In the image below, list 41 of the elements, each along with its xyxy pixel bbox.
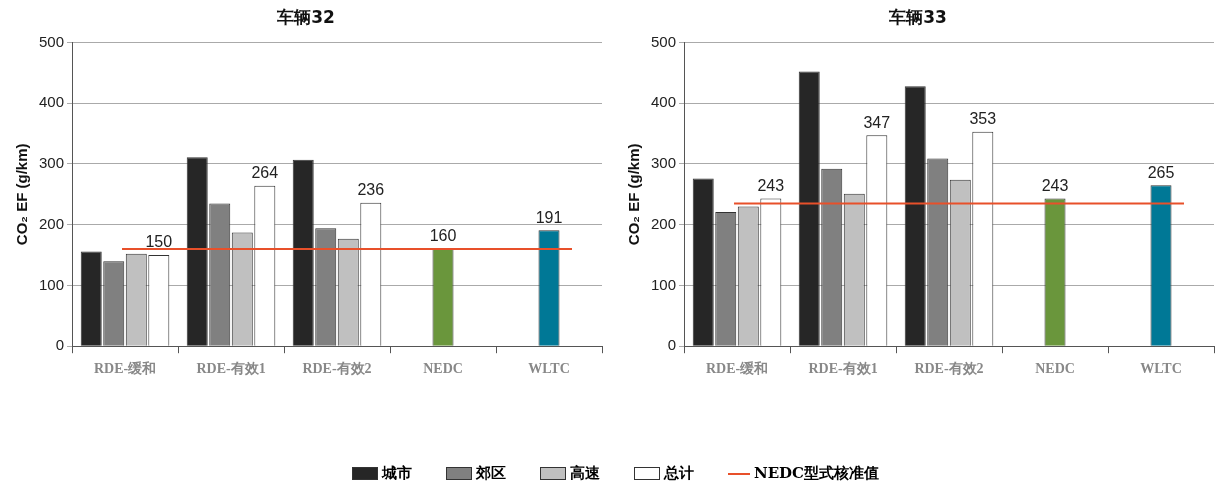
y-tick-label: 200 <box>651 214 677 232</box>
data-label: 191 <box>535 208 563 226</box>
data-label: 150 <box>145 233 173 251</box>
legend-label: 高速 <box>569 464 600 483</box>
x-tick-label: RDE-有效2 <box>914 361 984 377</box>
data-label: 264 <box>251 164 279 182</box>
x-tick-label: RDE-缓和 <box>705 361 769 377</box>
y-axis-title: CO₂ EF (g/km) <box>625 143 643 246</box>
x-tick-label: NEDC <box>423 361 463 377</box>
legend-label: NEDC型式核准值 <box>753 464 880 483</box>
y-tick-label: 500 <box>651 32 677 50</box>
data-label: 160 <box>429 227 457 245</box>
y-axis-title: CO₂ EF (g/km) <box>13 143 31 246</box>
x-tick-label: WLTC <box>528 361 570 377</box>
legend-label: 总计 <box>663 464 694 483</box>
data-label: 236 <box>357 181 385 199</box>
y-tick-label: 400 <box>651 93 677 111</box>
y-tick-label: 0 <box>667 336 677 354</box>
x-tick-label: RDE-有效2 <box>302 361 372 377</box>
data-label: 353 <box>969 110 997 128</box>
legend-label: 城市 <box>381 464 412 483</box>
y-tick-label: 100 <box>651 275 677 293</box>
data-label: 347 <box>863 113 891 131</box>
chart-title: 车辆32 <box>276 6 335 27</box>
x-tick-label: RDE-缓和 <box>93 361 157 377</box>
x-tick-label: WLTC <box>1140 361 1182 377</box>
data-label: 243 <box>757 176 785 194</box>
data-label: 243 <box>1041 176 1069 194</box>
y-tick-label: 300 <box>651 154 677 172</box>
x-tick-label: NEDC <box>1035 361 1075 377</box>
chart-title: 车辆33 <box>888 6 947 27</box>
x-tick-label: RDE-有效1 <box>196 361 266 377</box>
y-tick-label: 400 <box>39 93 65 111</box>
y-tick-label: 0 <box>55 336 65 354</box>
legend-label: 郊区 <box>475 464 506 483</box>
data-label: 265 <box>1147 163 1175 181</box>
y-tick-label: 300 <box>39 154 65 172</box>
y-tick-label: 100 <box>39 275 65 293</box>
y-tick-label: 200 <box>39 214 65 232</box>
y-tick-label: 500 <box>39 32 65 50</box>
x-tick-label: RDE-有效1 <box>808 361 878 377</box>
